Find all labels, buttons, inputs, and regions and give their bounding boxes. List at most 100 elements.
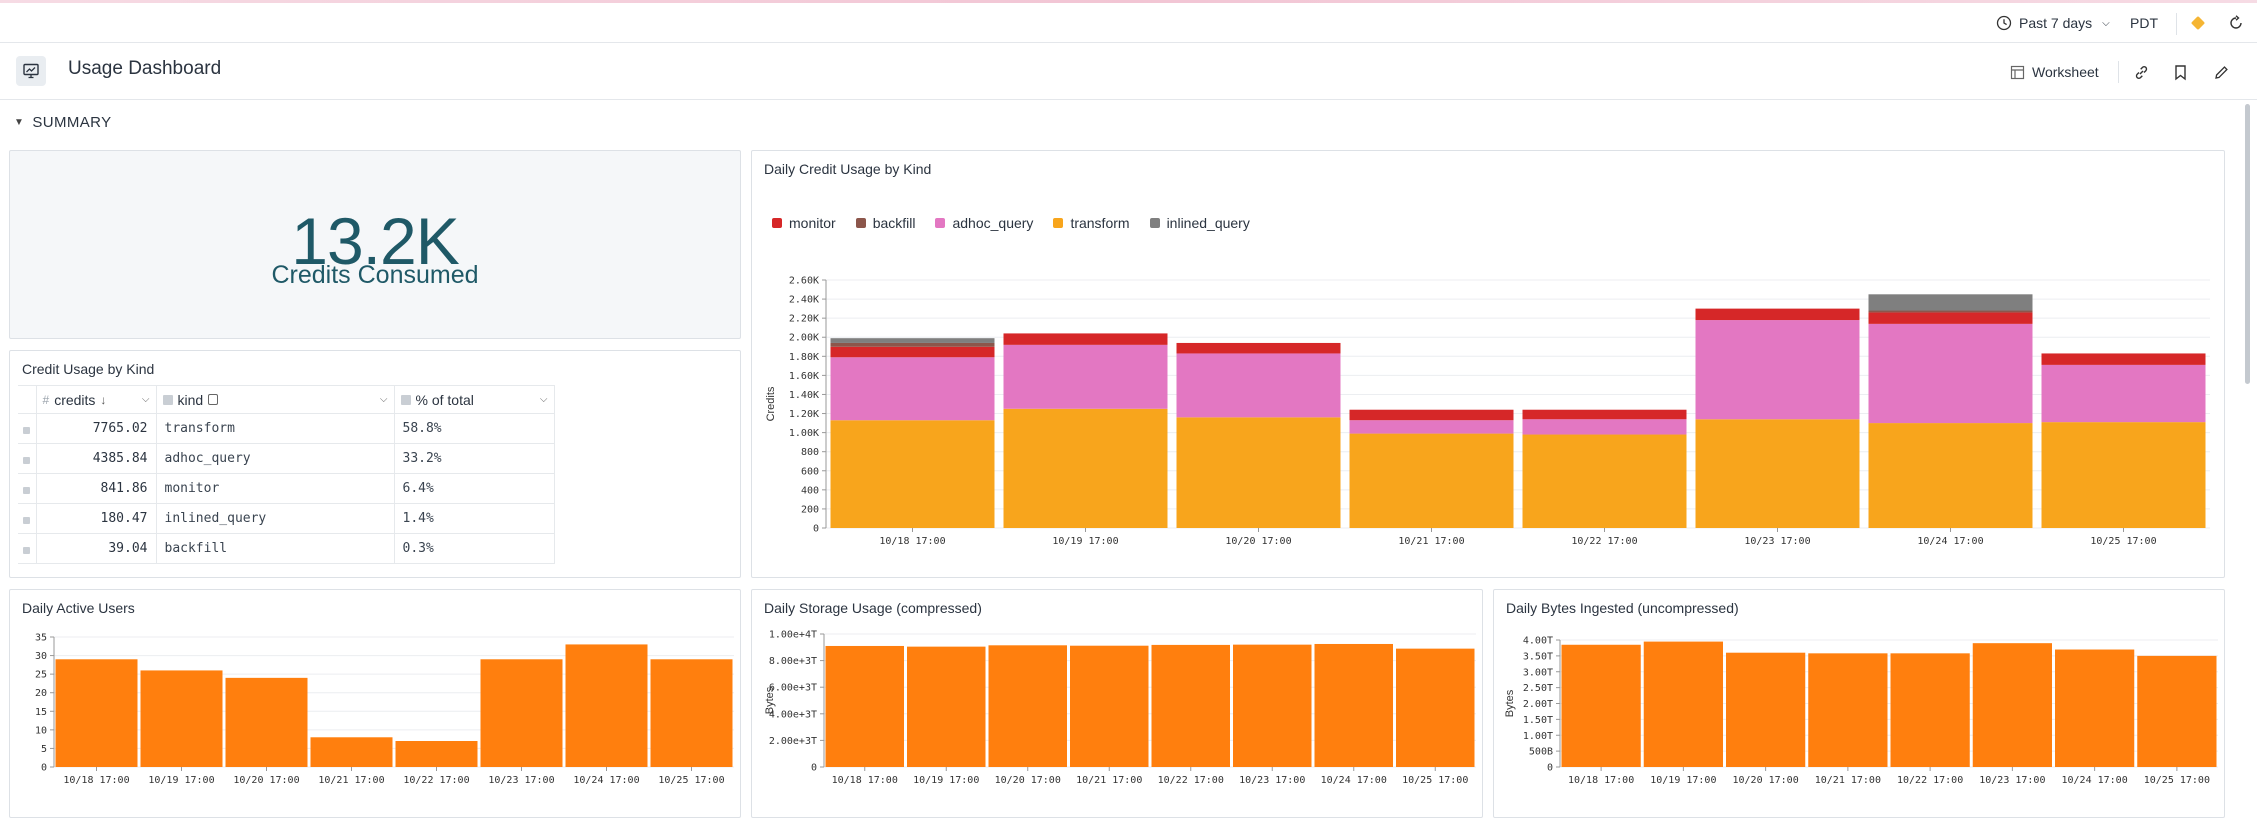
table-header-row: # credits ↓ ⌵ kind ⌵ [18, 385, 555, 414]
y-tick-label: 600 [801, 466, 819, 477]
bar-segment-transform [1695, 419, 1860, 528]
refresh-icon [2230, 15, 2242, 29]
x-tick-label: 10/21 17:00 [318, 775, 384, 786]
column-label: % of total [415, 391, 474, 408]
daily-bytes-ingested-panel: Daily Bytes Ingested (uncompressed) 0 500… [1493, 589, 2225, 818]
kpi-label: Credits Consumed [271, 261, 479, 289]
bar [2055, 649, 2135, 767]
chevron-down-icon[interactable]: ⌵ [539, 394, 548, 405]
y-tick-label: 6.00e+3T [769, 683, 817, 694]
bar-segment-adhoc-query [1003, 344, 1168, 409]
chevron-down-icon[interactable]: ⌵ [379, 394, 388, 405]
worksheet-button[interactable]: Worksheet [2010, 58, 2099, 86]
table-row[interactable]: 7765.02 transform 58.8% [18, 413, 555, 444]
table-row[interactable]: 39.04 backfill 0.3% [18, 533, 555, 564]
link-icon [2135, 65, 2148, 79]
legend-item-transform[interactable]: transform [1053, 215, 1130, 231]
x-tick-label: 10/21 17:00 [1076, 775, 1142, 786]
bar [480, 659, 563, 767]
x-tick-label: 10/21 17:00 [1398, 536, 1464, 547]
refresh-button[interactable] [2227, 3, 2245, 43]
x-tick-label: 10/23 17:00 [488, 775, 554, 786]
bar [1396, 648, 1475, 767]
bar-segment-monitor [1522, 409, 1687, 420]
column-header-percent[interactable]: % of total ⌵ [394, 385, 555, 414]
row-selector[interactable] [18, 533, 37, 564]
x-tick-label: 10/22 17:00 [1571, 536, 1637, 547]
page-title: Usage Dashboard [68, 58, 222, 79]
scrollbar-thumb[interactable] [2245, 104, 2250, 384]
chevron-down-icon: ⌵ [2102, 17, 2110, 29]
time-range-picker[interactable]: Past 7 days ⌵ [1996, 3, 2110, 43]
legend-label: inlined_query [1166, 215, 1250, 231]
x-tick-label: 10/25 17:00 [658, 775, 724, 786]
x-tick-label: 10/18 17:00 [1568, 775, 1634, 786]
x-tick-label: 10/24 17:00 [1917, 536, 1983, 547]
row-selector-header [18, 385, 37, 414]
divider [2176, 13, 2177, 35]
sort-descending-icon[interactable]: ↓ [100, 392, 107, 407]
kpi-value: 13.2K [291, 204, 459, 278]
kind-cell: monitor [156, 473, 395, 504]
legend-item-inlined-query[interactable]: inlined_query [1149, 215, 1250, 231]
column-label: kind [177, 391, 204, 408]
y-tick-label: 25 [35, 670, 47, 681]
legend-item-monitor[interactable]: monitor [772, 215, 836, 231]
x-tick-label: 10/25 17:00 [2144, 775, 2210, 786]
credits-status-button[interactable] [2189, 3, 2207, 43]
active-users-chart: 0 5 10 15 20 25 30 35 10/18 17:00 10/19 17:00 10/2… [35, 633, 734, 786]
chevron-down-icon[interactable]: ⌵ [141, 394, 150, 405]
credits-cell: 7765.02 [36, 413, 157, 444]
bar-segment-inlined-query [830, 338, 995, 343]
legend-label: transform [1070, 215, 1130, 231]
table-row[interactable]: 4385.84 adhoc_query 33.2% [18, 443, 555, 474]
daily-credit-usage-panel: Daily Credit Usage by Kind monitor backf… [751, 150, 2225, 578]
x-tick-label: 10/22 17:00 [1158, 775, 1224, 786]
legend-label: monitor [789, 215, 836, 231]
edit-button[interactable] [2213, 58, 2230, 86]
bar-segment-transform [2041, 422, 2206, 528]
column-header-kind[interactable]: kind ⌵ [156, 385, 395, 414]
y-tick-label: 15 [35, 707, 47, 718]
panel-title: Daily Bytes Ingested (uncompressed) [1506, 600, 1739, 616]
row-selector[interactable] [18, 503, 37, 534]
legend-swatch [1149, 218, 1160, 228]
bar-segment-adhoc-query [1176, 353, 1341, 418]
panel-title: Credit Usage by Kind [22, 361, 155, 377]
bar-segment-transform [1003, 408, 1168, 528]
legend-item-adhoc-query[interactable]: adhoc_query [935, 215, 1033, 231]
x-tick-label: 10/22 17:00 [403, 775, 469, 786]
row-selector[interactable] [18, 443, 37, 474]
row-selector[interactable] [18, 473, 37, 504]
legend-swatch [772, 218, 782, 228]
x-tick-label: 10/25 17:00 [2090, 536, 2156, 547]
y-tick-label: 10 [35, 725, 47, 736]
row-selector[interactable] [18, 413, 37, 444]
table-row[interactable]: 841.86 monitor 6.4% [18, 473, 555, 504]
summary-section-toggle[interactable]: ▼ SUMMARY [14, 114, 112, 131]
bar-segment-backfill [830, 342, 995, 347]
x-tick-label: 10/23 17:00 [1979, 775, 2045, 786]
text-type-icon [400, 394, 411, 405]
legend-label: backfill [872, 215, 916, 231]
info-icon[interactable] [208, 394, 219, 405]
column-header-credits[interactable]: # credits ↓ ⌵ [36, 385, 157, 414]
kind-cell: adhoc_query [156, 443, 395, 474]
legend-item-backfill[interactable]: backfill [855, 215, 916, 231]
y-tick-label: 1.20K [789, 409, 819, 420]
bar [1972, 643, 2052, 767]
bookmark-button[interactable] [2173, 58, 2188, 86]
bar [395, 741, 478, 767]
y-tick-label: 20 [35, 688, 47, 699]
bar [565, 644, 648, 767]
kind-cell: inlined_query [156, 503, 395, 534]
table-row[interactable]: 180.47 inlined_query 1.4% [18, 503, 555, 534]
y-tick-label: 8.00e+3T [769, 656, 817, 667]
bar-segment-transform [830, 420, 995, 528]
timezone-selector[interactable]: PDT [2130, 3, 2158, 43]
y-axis-label: Bytes [764, 686, 776, 714]
time-range-label: Past 7 days [2019, 15, 2093, 31]
bar [1643, 641, 1723, 767]
credit-usage-table: # credits ↓ ⌵ kind ⌵ [18, 385, 555, 564]
share-link-button[interactable] [2133, 58, 2150, 86]
